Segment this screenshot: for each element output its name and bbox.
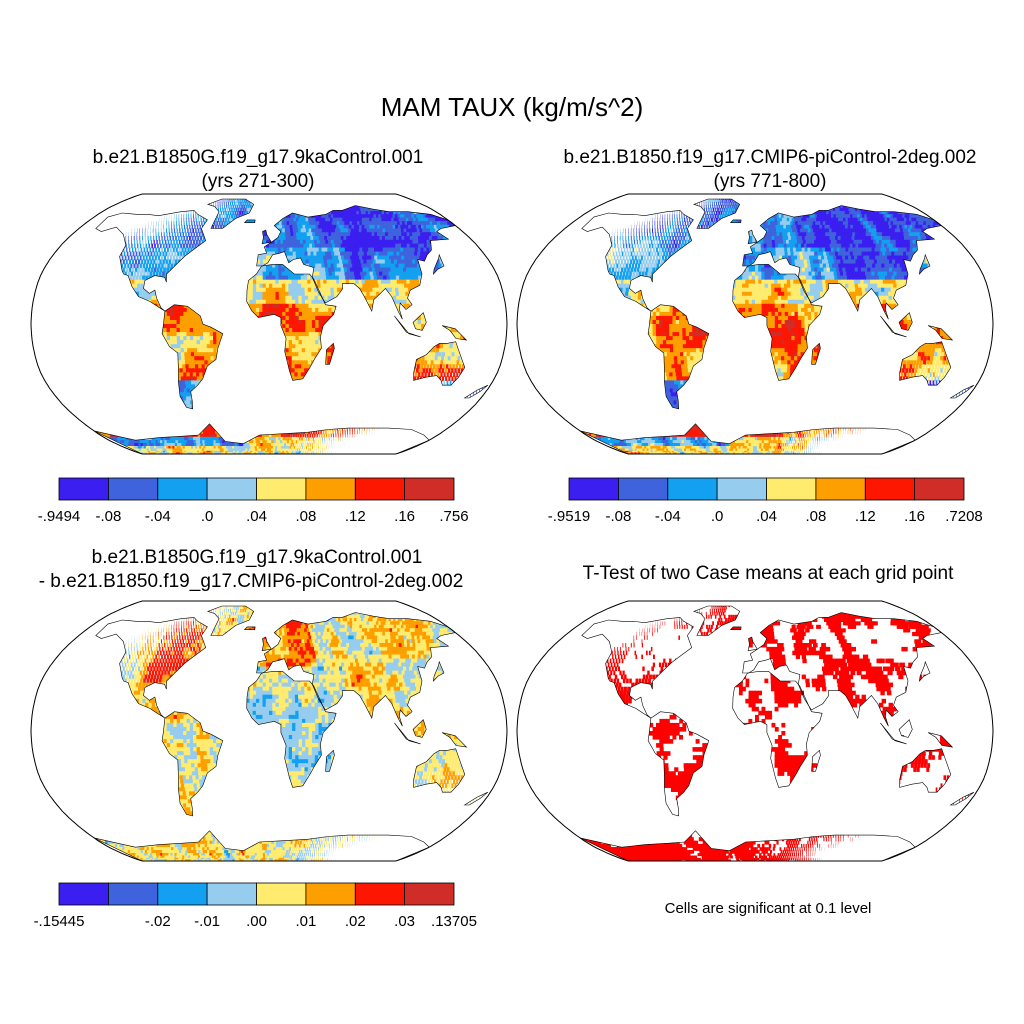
colorbar-pi-tick-label-4: .04 <box>756 508 777 525</box>
map-panel-difference <box>30 600 508 862</box>
colorbar-pi-swatch-6 <box>864 477 916 501</box>
map-panel-9ka <box>30 193 508 455</box>
panel-title-top-left-line1: b.e21.B1850G.f19_g17.9kaControl.001 <box>38 146 478 170</box>
colorbar-9ka-swatch-5 <box>305 477 356 501</box>
map-panel-ttest <box>516 600 994 862</box>
colorbar-pi-swatch-5 <box>815 477 866 501</box>
colorbar-pi-tick-label-6: .12 <box>855 508 876 525</box>
colorbar-9ka-tick-label-4: .04 <box>246 508 267 525</box>
colorbar-pi-swatch-7 <box>914 477 965 501</box>
colorbar-9ka-tick-label-5: .08 <box>295 508 316 525</box>
colorbar-9ka-tick-label-6: .12 <box>345 508 366 525</box>
colorbar-difference-tick-label-3: -.01 <box>194 913 220 930</box>
colorbar-9ka-tick-label-7: .16 <box>394 508 415 525</box>
colorbar-9ka-swatch-7 <box>404 477 455 501</box>
colorbar-9ka-swatch-0 <box>58 477 109 501</box>
colorbar-difference: -.15445 -.02 -.01 .00 .01 .02 .03 .13705 <box>34 882 477 930</box>
colorbar-difference-swatch-1 <box>108 882 159 906</box>
panel-title-top-left: b.e21.B1850G.f19_g17.9kaControl.001 (yrs… <box>38 146 478 194</box>
colorbar-pi-swatch-3 <box>716 477 767 501</box>
colorbar-difference-tick-label-0: -.15445 <box>34 913 85 930</box>
colorbar-pi-swatch-4 <box>766 477 817 501</box>
colorbar-pi-tick-label-0: -.9519 <box>548 508 591 525</box>
colorbar-difference-tick-label-7: .03 <box>394 913 415 930</box>
figure-title: MAM TAUX (kg/m/s^2) <box>0 92 1024 123</box>
colorbar-pi-tick-label-7: .16 <box>904 508 925 525</box>
colorbar-pi: -.9519 -.08 -.04 .0 .04 .08 .12 .16 .7208 <box>548 477 983 525</box>
colorbar-pi-swatch-1 <box>618 477 669 501</box>
colorbar-9ka-swatch-2 <box>157 477 208 501</box>
colorbar-difference-swatch-7 <box>404 882 455 906</box>
colorbar-difference-swatch-2 <box>157 882 208 906</box>
panel-title-bottom-left-line2: - b.e21.B1850.f19_g17.CMIP6-piControl-2d… <box>0 570 514 594</box>
colorbar-9ka-tick-label-3: .0 <box>201 508 214 525</box>
panel-title-bottom-left-line1: b.e21.B1850G.f19_g17.9kaControl.001 <box>0 546 514 570</box>
colorbar-difference-swatch-4 <box>256 882 307 906</box>
colorbar-9ka-swatch-6 <box>354 477 406 501</box>
colorbar-pi-swatch-0 <box>568 477 619 501</box>
colorbar-pi-tick-label-5: .08 <box>805 508 826 525</box>
panel-title-top-right-line2: (yrs 771-800) <box>500 170 1024 194</box>
colorbar-9ka-swatch-4 <box>256 477 307 501</box>
panel-title-top-right: b.e21.B1850.f19_g17.CMIP6-piControl-2deg… <box>500 146 1024 194</box>
colorbar-difference-tick-label-5: .01 <box>295 913 316 930</box>
colorbar-pi-tick-label-2: -.04 <box>655 508 681 525</box>
colorbar-9ka-swatch-3 <box>206 477 257 501</box>
map-panel-pi <box>516 193 994 455</box>
panel-title-top-right-line1: b.e21.B1850.f19_g17.CMIP6-piControl-2deg… <box>500 146 1024 170</box>
panel-title-bottom-right: T-Test of two Case means at each grid po… <box>520 562 1016 586</box>
colorbar-difference-tick-label-8: .13705 <box>431 913 477 930</box>
colorbar-difference-swatch-0 <box>58 882 109 906</box>
colorbar-difference-tick-label-4: .00 <box>246 913 267 930</box>
panel-title-top-left-line2: (yrs 271-300) <box>38 170 478 194</box>
colorbar-9ka: -.9494 -.08 -.04 .0 .04 .08 .12 .16 .756 <box>38 477 469 525</box>
colorbar-difference-swatch-5 <box>305 882 356 906</box>
colorbar-pi-tick-label-3: .0 <box>711 508 724 525</box>
significance-note: Cells are significant at 0.1 level <box>520 900 1016 917</box>
colorbar-pi-tick-label-1: -.08 <box>605 508 631 525</box>
colorbar-9ka-tick-label-8: .756 <box>439 508 468 525</box>
colorbar-pi-tick-label-8: .7208 <box>945 508 983 525</box>
colorbar-pi-swatch-2 <box>667 477 718 501</box>
colorbar-difference-tick-label-2: -.02 <box>145 913 171 930</box>
panel-title-bottom-left: b.e21.B1850G.f19_g17.9kaControl.001 - b.… <box>0 546 514 594</box>
colorbar-9ka-tick-label-1: -.08 <box>95 508 121 525</box>
colorbar-difference-swatch-6 <box>354 882 406 906</box>
colorbar-9ka-swatch-1 <box>108 477 159 501</box>
colorbar-difference-tick-label-6: .02 <box>345 913 366 930</box>
colorbar-9ka-tick-label-0: -.9494 <box>38 508 81 525</box>
colorbar-difference-swatch-3 <box>206 882 257 906</box>
colorbar-9ka-tick-label-2: -.04 <box>145 508 171 525</box>
